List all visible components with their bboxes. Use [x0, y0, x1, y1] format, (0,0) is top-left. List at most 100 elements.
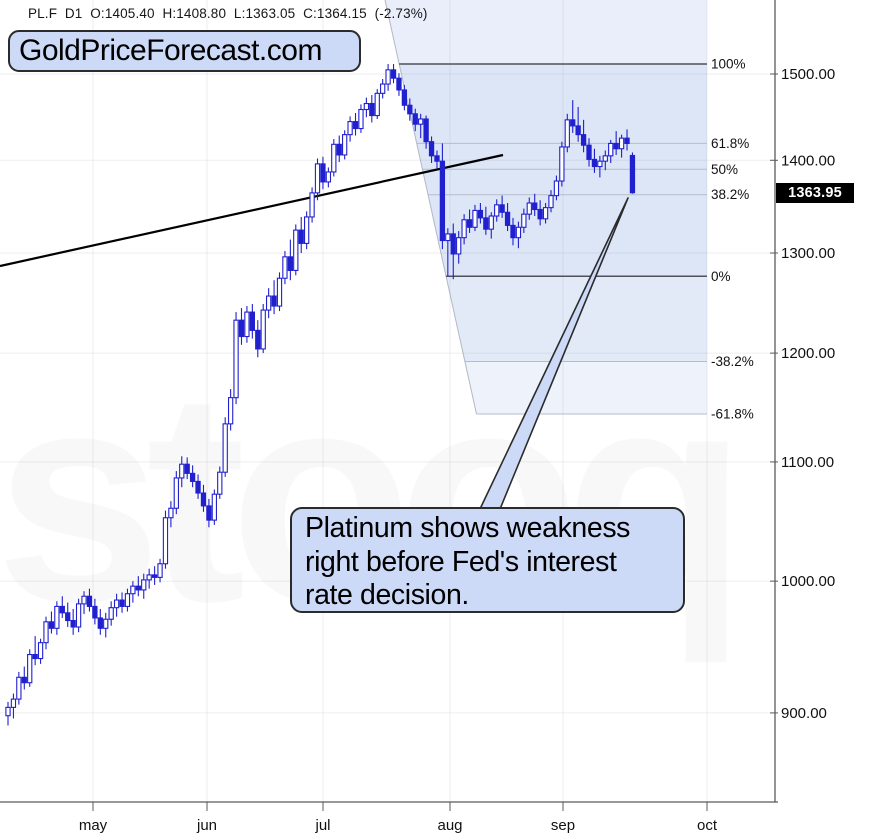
candle-body: [445, 233, 451, 242]
candle-body: [526, 202, 532, 215]
branding-box: GoldPriceForecast.com: [8, 30, 361, 72]
candle-body: [130, 585, 136, 595]
candle-body: [70, 619, 76, 628]
candle-body: [602, 155, 608, 162]
price-tick-label: 1500.00: [781, 66, 835, 83]
candle-body: [624, 137, 630, 144]
candle-body: [97, 617, 103, 629]
candle-body: [21, 676, 27, 684]
fib-region-band: [399, 64, 707, 277]
candle-body: [461, 219, 467, 239]
month-tick-label: oct: [697, 817, 718, 834]
fib-level-label: 0%: [711, 269, 731, 284]
candle-body: [510, 224, 516, 239]
fib-level-label: 50%: [711, 162, 738, 177]
candle-body: [591, 158, 598, 168]
candle-body: [179, 463, 185, 479]
fib-region-band: [464, 361, 707, 414]
annotation-line-2: right before Fed's interest: [305, 545, 617, 578]
candle-body: [428, 141, 435, 157]
candle-body: [336, 143, 342, 156]
candle-body: [418, 118, 424, 125]
candle-body: [298, 229, 304, 244]
candle-body: [233, 319, 239, 399]
candle-body: [141, 579, 147, 591]
candle-body: [629, 154, 636, 194]
candle-body: [287, 256, 294, 271]
candlesticks[interactable]: [5, 64, 636, 726]
candle-body: [553, 180, 560, 197]
trend-line: [0, 153, 504, 268]
candle-body: [358, 108, 364, 130]
candle-body: [385, 69, 391, 85]
candle-body: [48, 621, 55, 629]
ohlc-header: PL.F D1 O:1405.40 H:1408.80 L:1363.05 C:…: [28, 6, 428, 21]
candle-body: [515, 226, 522, 239]
candle-body: [564, 119, 570, 148]
candle-body: [521, 213, 527, 228]
candle-body: [184, 463, 190, 474]
month-tick-label: may: [79, 817, 108, 834]
candle-body: [5, 706, 11, 717]
candle-body: [27, 653, 33, 684]
candle-body: [586, 144, 592, 160]
month-tick-label: jun: [196, 817, 217, 834]
month-tick-label: sep: [551, 817, 575, 834]
candle-body: [618, 137, 625, 150]
candle-body: [59, 605, 65, 614]
candle-body: [488, 215, 494, 230]
candle-body: [439, 160, 446, 242]
candle-body: [54, 605, 60, 629]
candle-body: [504, 211, 511, 226]
price-tick-label: 1200.00: [781, 345, 835, 362]
candle-body: [472, 209, 478, 228]
candle-body: [162, 517, 169, 565]
candle-body: [217, 471, 223, 495]
candle-body: [412, 113, 418, 125]
candle-body: [559, 146, 565, 182]
candle-body: [157, 563, 163, 578]
price-tick-label: 1000.00: [781, 573, 835, 590]
candle-body: [423, 118, 429, 143]
candle-body: [189, 472, 196, 482]
candle-body: [92, 605, 98, 619]
candle-body: [331, 143, 337, 173]
last-price-marker: 1363.95: [776, 182, 854, 203]
candle-body: [195, 480, 201, 494]
candle-body: [369, 102, 375, 117]
candle-body: [238, 319, 245, 338]
candle-body: [75, 603, 82, 628]
candle-body: [466, 219, 473, 228]
fib-region-band: [385, 0, 707, 65]
candle-body: [570, 119, 576, 127]
candle-body: [119, 599, 125, 607]
candle-body: [548, 195, 554, 209]
fib-level-label: 100%: [711, 57, 746, 72]
candle-body: [352, 121, 359, 130]
candle-body: [86, 595, 93, 607]
candle-body: [173, 477, 179, 509]
candle-body: [499, 204, 505, 213]
candle-body: [309, 192, 315, 218]
candle-body: [276, 277, 283, 307]
candle-body: [124, 593, 131, 607]
candle-body: [363, 102, 370, 111]
candle-body: [271, 295, 277, 307]
price-tick-label: 1400.00: [781, 152, 835, 169]
candle-body: [494, 204, 500, 217]
candle-body: [325, 171, 332, 183]
candle-body: [613, 142, 619, 150]
annotation-line-3: rate decision.: [305, 579, 469, 611]
candle-body: [401, 89, 408, 106]
candle-body: [407, 104, 413, 115]
candle-body: [10, 698, 17, 708]
branding-label: GoldPriceForecast.com: [19, 34, 322, 67]
last-price-value: 1363.95: [788, 184, 842, 201]
candle-body: [151, 574, 158, 578]
candle-body: [575, 125, 581, 136]
candle-body: [303, 216, 310, 244]
candle-body: [456, 237, 462, 255]
fib-region-edge: [384, 0, 477, 415]
